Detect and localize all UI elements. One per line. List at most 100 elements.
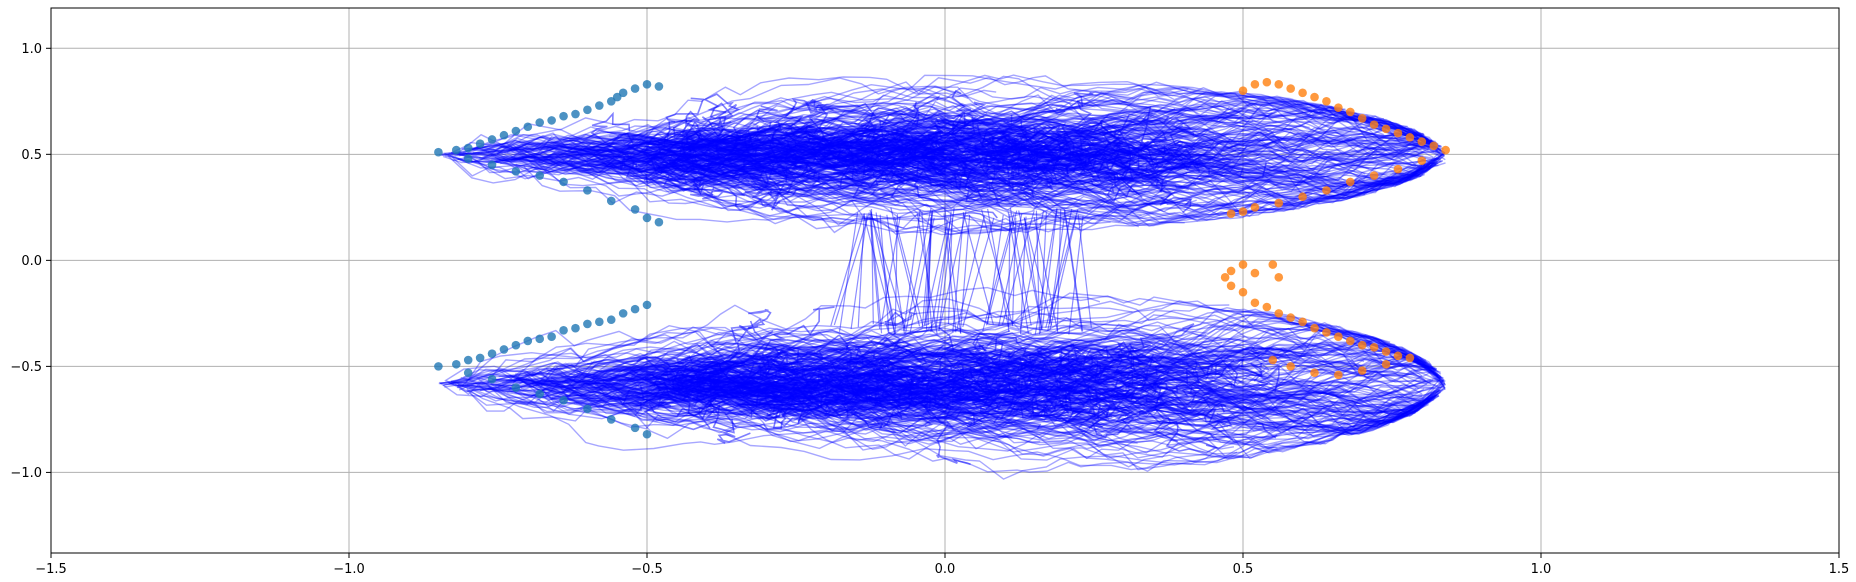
trajectory-line (799, 99, 834, 148)
scatter-point (1220, 273, 1230, 282)
trajectory-line (607, 151, 1425, 218)
trajectory-line (754, 150, 849, 170)
trajectory-line (675, 338, 1434, 393)
trajectory-line (498, 320, 1437, 384)
trajectory-line (766, 375, 886, 427)
trajectory-line (888, 395, 1001, 424)
trajectory-line (509, 335, 1194, 397)
scatter-point (511, 126, 521, 136)
x-tick-label: −1.0 (333, 562, 365, 577)
trajectory-line (529, 304, 1230, 397)
trajectory-line (461, 98, 1432, 208)
trajectory-line (737, 399, 1431, 458)
trajectory-line (1075, 342, 1147, 383)
scatter-point (1381, 359, 1391, 369)
trajectory-line (974, 139, 1011, 186)
scatter-point (1322, 97, 1331, 106)
scatter-point (535, 389, 545, 399)
scatter-point (1381, 124, 1391, 134)
scatter-point (1369, 342, 1379, 352)
scatter-point (1226, 209, 1236, 219)
trajectory-line (451, 146, 1434, 193)
trajectory-line (466, 286, 1426, 398)
trajectory-line (648, 163, 745, 200)
trajectory-line (685, 380, 1446, 439)
trajectory-bridge-line (1009, 207, 1032, 326)
trajectory-line (1135, 345, 1273, 380)
trajectory-line (458, 316, 1436, 391)
scatter-point (1357, 366, 1367, 375)
trajectory-bridge-line (833, 212, 870, 326)
trajectory-line (531, 384, 1226, 446)
scatter-point (606, 97, 616, 106)
trajectory-line (656, 386, 1119, 431)
trajectory-bridge-line (869, 213, 883, 334)
trajectory-line (671, 349, 800, 400)
x-tick-label: −0.5 (631, 562, 663, 577)
scatter-point (1393, 128, 1403, 138)
trajectory-line (763, 379, 885, 412)
scatter-point (463, 154, 473, 163)
scatter-point (434, 147, 443, 157)
trajectory-line (621, 151, 1446, 210)
trajectory-bridge-line (921, 212, 933, 332)
trajectory-line (672, 359, 843, 383)
trajectory-line (1022, 122, 1099, 162)
trajectory-bridge-line (894, 214, 899, 335)
scatter-point (630, 205, 640, 214)
scatter-point (595, 101, 604, 110)
scatter-point (1298, 192, 1307, 202)
scatter-point (1268, 260, 1278, 269)
trajectory-line (1009, 156, 1192, 214)
scatter-point (487, 374, 497, 384)
scatter-point (1226, 266, 1236, 276)
trajectory-bridge-line (838, 212, 859, 332)
scatter-points (434, 77, 1450, 439)
trajectory-line (906, 141, 992, 203)
scatter-point (654, 82, 664, 91)
trajectory-line (518, 135, 1436, 210)
trajectory-bridge-line (863, 214, 896, 334)
trajectory-line (1145, 382, 1278, 444)
trajectory-line (474, 91, 1411, 175)
trajectory-line (807, 131, 884, 154)
trajectory-line (674, 361, 749, 389)
scatter-point (1441, 145, 1450, 155)
trajectory-line (1117, 364, 1280, 393)
trajectory-line (901, 144, 950, 173)
scatter-point (1238, 260, 1248, 269)
x-tick-label: −1.5 (35, 562, 67, 577)
trajectory-line (681, 308, 772, 378)
scatter-point (451, 359, 461, 369)
trajectory-line (721, 103, 1239, 145)
trajectory-line (737, 405, 1418, 459)
scatter-point (559, 177, 568, 187)
trajectory-line (587, 382, 1439, 445)
trajectory-line (963, 114, 1023, 140)
trajectory-line (623, 86, 1420, 154)
trajectory-line (662, 359, 786, 400)
trajectory-bridge-line (869, 213, 881, 329)
trajectory-line (1096, 141, 1167, 193)
scatter-point (511, 340, 521, 350)
trajectory-line (617, 384, 742, 405)
trajectory-line (714, 360, 1435, 410)
trajectory-line (907, 397, 971, 466)
trajectory-bridge-line (944, 208, 962, 334)
trajectory-line (448, 139, 1083, 229)
scatter-point (583, 105, 592, 115)
scatter-point (1381, 347, 1391, 356)
scatter-point (1357, 340, 1367, 350)
trajectory-line (992, 373, 1154, 399)
scatter-point (618, 88, 628, 98)
y-tick-label: −0.5 (10, 360, 42, 375)
scatter-point (1238, 86, 1248, 96)
scatter-point (1322, 186, 1331, 195)
trajectory-bridge-line (1011, 217, 1017, 327)
scatter-point (1298, 317, 1307, 327)
trajectory-line (707, 162, 786, 201)
trajectory-bridge-line (962, 212, 994, 325)
scatter-point (1286, 362, 1295, 371)
scatter-point (463, 355, 473, 365)
